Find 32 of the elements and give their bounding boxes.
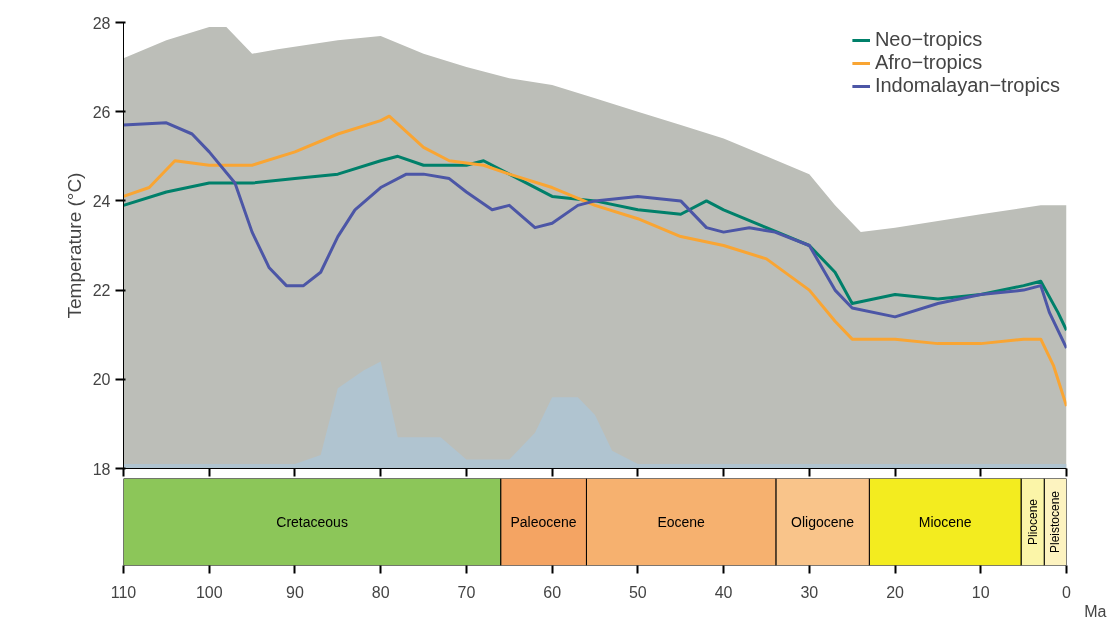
x-tick-label: 40 [714,583,733,601]
series-label: Cretaceous [276,514,348,530]
y-tick-label: 28 [92,14,111,32]
x-tick-label: 10 [971,583,990,601]
x-tick-label: 60 [543,583,562,601]
x-tick-label: 0 [1062,583,1072,601]
y-tick-label: 26 [92,103,111,121]
y-tick-label: 22 [92,282,111,300]
x-tick-label: 20 [886,583,905,601]
legend-label: Indomalayan−tropics [874,74,1060,97]
x-axis-title: Ma [1084,602,1107,619]
y-tick-label: 18 [92,460,111,478]
series-label: Miocene [918,514,972,530]
y-tick-label: 20 [92,371,111,389]
y-tick-label: 24 [92,192,111,210]
series-label: Pleistocene [1048,490,1063,554]
legend-label: Neo−tropics [874,28,983,51]
x-tick-label: 30 [800,583,819,601]
x-tick-label: 110 [110,583,137,601]
legend-label: Afro−tropics [874,51,983,74]
line-series [123,114,1067,408]
x-tick-label: 80 [371,583,390,601]
series-label: Eocene [657,514,706,530]
x-tick-label: 70 [457,583,476,601]
series-label: Pliocene [1025,498,1040,546]
series-label: Paleocene [510,514,577,530]
line-series [123,121,1067,350]
x-tick-label: 50 [628,583,647,601]
x-tick-label: 100 [195,583,223,601]
series-label: Oligocene [791,514,855,530]
x-tick-label: 90 [286,583,304,601]
y-axis-title: Temperature (°C) [63,172,85,319]
